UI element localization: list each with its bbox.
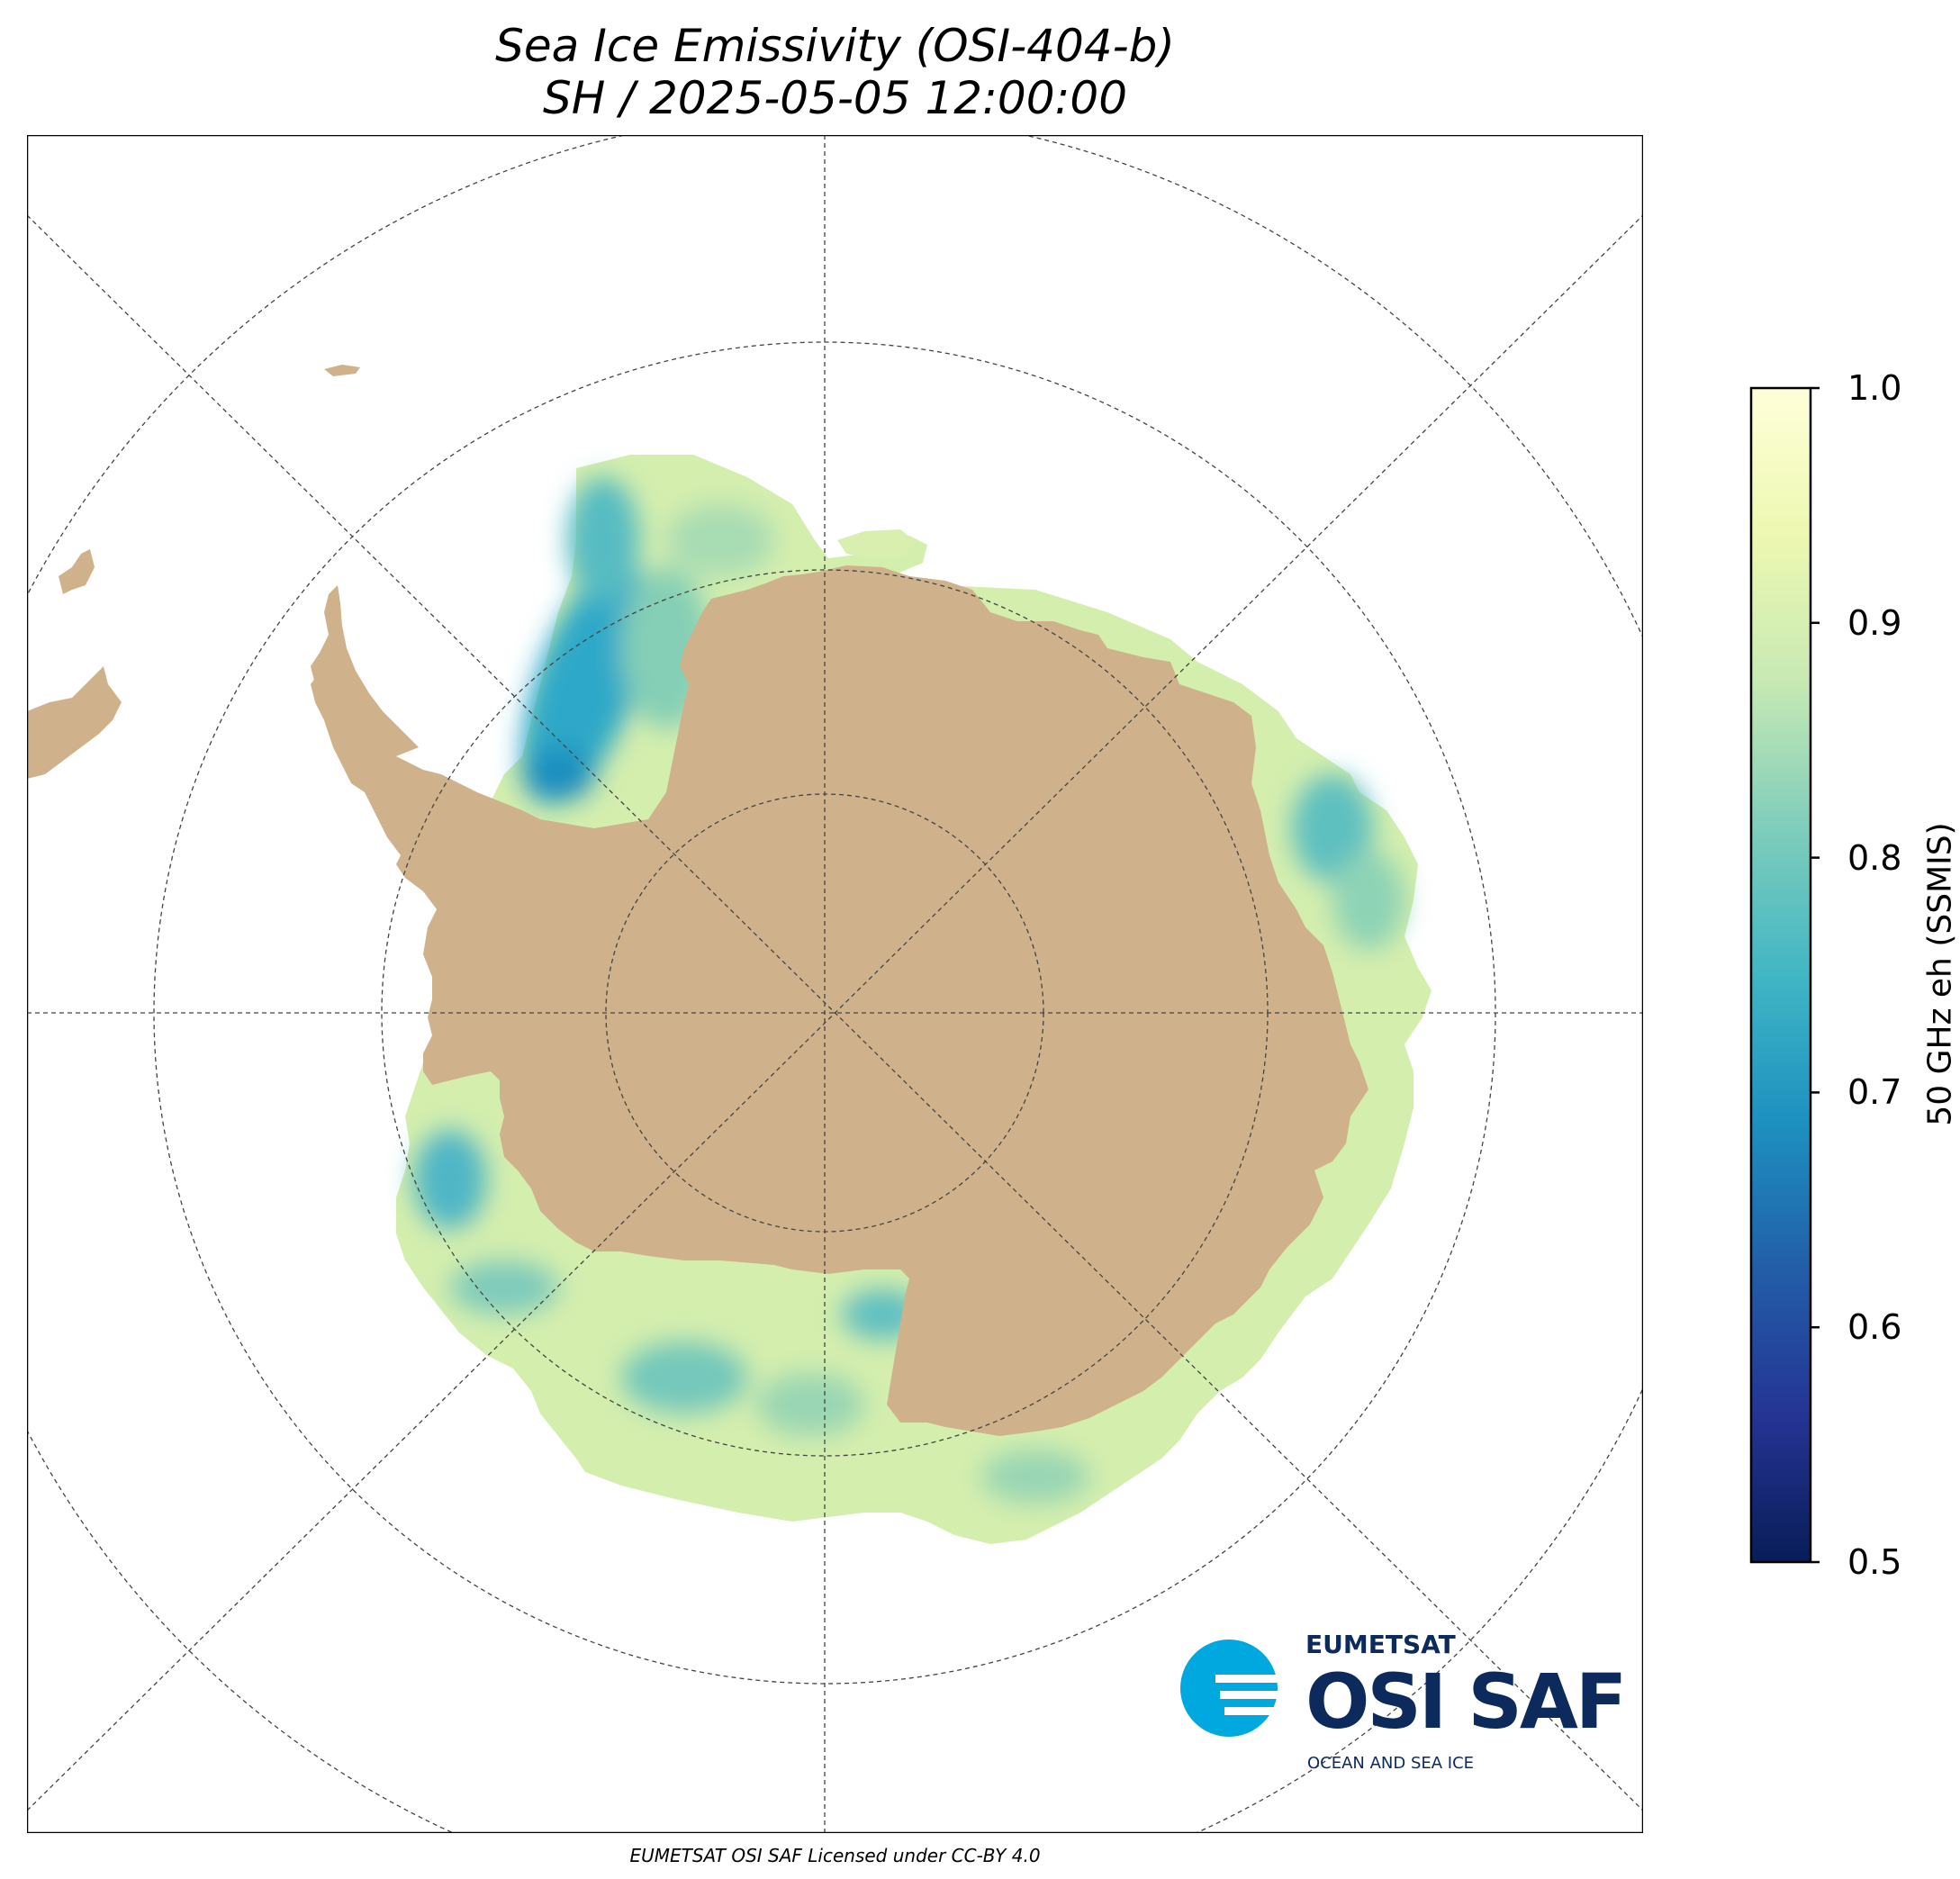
antarctic-peninsula bbox=[311, 585, 419, 756]
colorbar-tick-label: 0.5 bbox=[1847, 1542, 1902, 1582]
island bbox=[324, 365, 360, 376]
sea-ice-patch bbox=[837, 529, 914, 558]
antarctic-map bbox=[27, 135, 1643, 1833]
logo-subtitle: OCEAN AND SEA ICE bbox=[1307, 1754, 1475, 1773]
colorbar-ticks bbox=[1811, 386, 1820, 1564]
colorbar-tick-label: 0.8 bbox=[1847, 837, 1902, 878]
osi-saf-logo-emblem bbox=[1180, 1640, 1278, 1737]
colorbar-tick-label: 0.6 bbox=[1847, 1307, 1902, 1348]
credit-text: EUMETSAT OSI SAF Licensed under CC-BY 4.… bbox=[629, 1845, 1041, 1866]
colorbar-tick-label: 0.9 bbox=[1847, 602, 1902, 643]
colorbar-tick-label: 0.7 bbox=[1847, 1072, 1902, 1113]
map-title: Sea Ice Emissivity (OSI-404-b) bbox=[495, 20, 1175, 72]
colorbar-tick-label: 1.0 bbox=[1847, 368, 1902, 408]
colorbar-label: 50 GHz eh (SSMIS) bbox=[1921, 822, 1959, 1126]
map-subtitle: SH / 2025-05-05 12:00:00 bbox=[543, 72, 1127, 124]
colorbar-gradient bbox=[1749, 386, 1812, 1564]
logo-osi-saf-text: OSI SAF bbox=[1305, 1658, 1627, 1746]
colorbar bbox=[1749, 386, 1820, 1564]
antarctica-land bbox=[311, 565, 1368, 1436]
graticule bbox=[27, 135, 1643, 1833]
island bbox=[59, 549, 95, 594]
south-america-tip bbox=[27, 666, 122, 779]
logo-eumetsat-text: EUMETSAT bbox=[1305, 1630, 1456, 1659]
